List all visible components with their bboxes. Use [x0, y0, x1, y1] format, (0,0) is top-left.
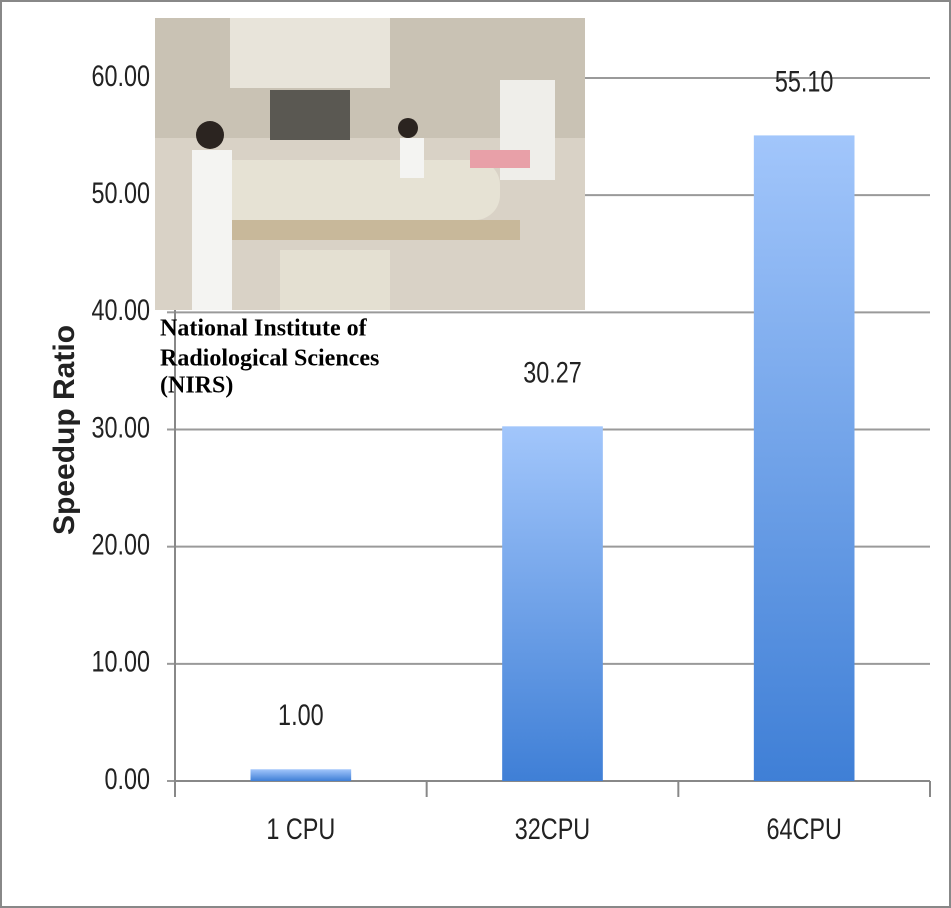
y-tick-label: 0.00: [104, 762, 150, 795]
data-label: 55.10: [775, 65, 834, 98]
bar: [753, 135, 855, 781]
y-tick-label: 20.00: [91, 528, 150, 561]
y-tick-label: 40.00: [91, 293, 150, 326]
x-tick-label: 64CPU: [766, 812, 841, 845]
bar: [250, 769, 352, 781]
caption-line: (NIRS): [160, 373, 233, 399]
photo: [155, 18, 585, 310]
x-tick-label: 1 CPU: [266, 812, 335, 845]
y-tick-label: 30.00: [91, 411, 150, 444]
data-label: 1.00: [278, 698, 324, 731]
y-tick-label: 10.00: [91, 645, 150, 678]
data-label: 30.27: [523, 356, 582, 389]
y-tick-label: 50.00: [91, 176, 150, 209]
y-tick-label: 60.00: [91, 59, 150, 92]
bar: [502, 426, 603, 781]
caption-line: Radiological Sciences: [160, 346, 379, 372]
y-axis-title: Speedup Ratio: [48, 325, 81, 535]
x-tick-label: 32CPU: [515, 812, 590, 845]
caption-line: National Institute of: [160, 316, 368, 342]
